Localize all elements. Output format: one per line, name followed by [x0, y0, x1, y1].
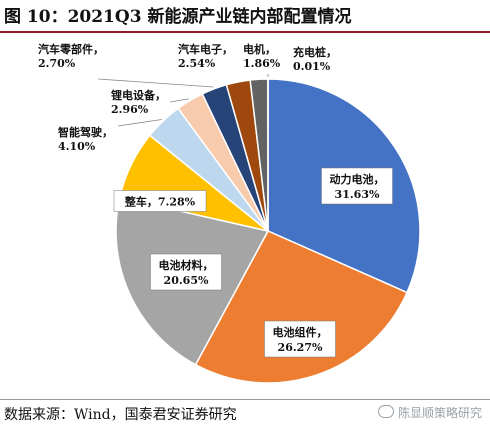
slice-label-3-name: 电池材料， [159, 258, 214, 272]
page-title: 图 10：2021Q3 新能源产业链内部配置情况 [4, 7, 352, 27]
slice-label-2-value: 26.27% [278, 341, 323, 354]
slice-label-8-value: 2.54% [178, 57, 216, 70]
slice-label-5-value: 4.10% [58, 140, 96, 153]
leader-line-5 [117, 119, 162, 127]
leader-line-6 [169, 98, 189, 103]
slice-label-7-name: 汽车零部件， [38, 42, 104, 56]
slice-label-9-name: 电机， [243, 42, 276, 56]
pie-slice-2 [194, 230, 408, 384]
source-divider [0, 399, 490, 400]
slice-label-10-name: 充电桩， [293, 45, 337, 59]
slice-label-2-name: 电池组件， [273, 325, 328, 339]
slice-label-box-1 [321, 167, 393, 205]
title-divider [0, 31, 490, 33]
slice-label-box-4 [113, 190, 207, 212]
slice-label-6-value: 2.96% [111, 103, 149, 116]
slice-label-8-name: 汽车电子， [178, 42, 233, 56]
watermark-text: 陈显顺策略研究 [397, 406, 482, 420]
wechat-icon [377, 405, 394, 418]
slice-label-box-2 [264, 320, 336, 358]
slice-label-1-name: 动力电池， [330, 172, 385, 186]
slice-labels: 动力电池， 31.63% 电池组件， 26.27% 电池材料， 20.65% 整车，7.28… [38, 42, 393, 358]
slice-label-4-name: 整车，7.28% [124, 195, 196, 209]
slice-label-5-name: 智能驾驶， [58, 125, 113, 139]
leader-lines [97, 74, 269, 127]
leader-line-7 [97, 78, 214, 88]
watermark: 陈显顺策略研究 [377, 404, 482, 421]
source-note: 数据来源：Wind，国泰君安证券研究 [4, 407, 237, 423]
slice-label-10-value: 0.01% [293, 60, 331, 73]
pie-chart: 动力电池， 31.63% 电池组件， 26.27% 电池材料， 20.65% 整车，7.28… [38, 42, 421, 384]
slice-label-box-3 [150, 253, 222, 291]
slice-label-3-value: 20.65% [164, 274, 209, 287]
slice-label-6-name: 锂电设备， [111, 88, 166, 102]
slice-label-1-value: 31.63% [335, 188, 380, 201]
slice-label-9-value: 1.86% [243, 57, 281, 70]
slice-label-7-value: 2.70% [38, 57, 76, 70]
